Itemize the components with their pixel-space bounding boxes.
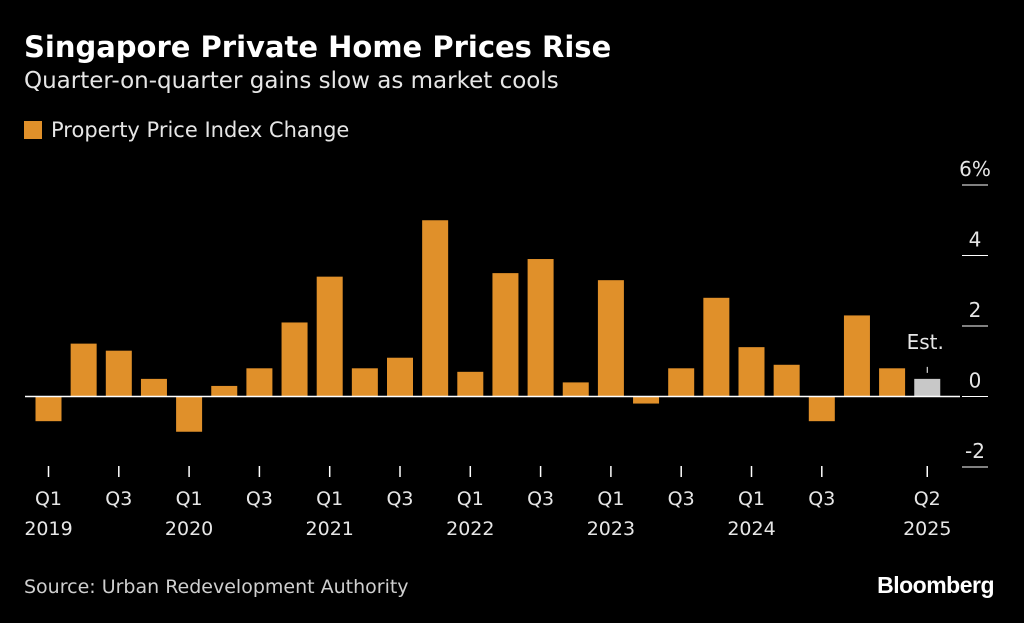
x-tick-label: Q3 [386, 488, 413, 510]
source-note: Source: Urban Redevelopment Authority [24, 576, 409, 598]
x-tick-year-label: 2024 [727, 518, 775, 540]
bloomberg-logo: Bloomberg [877, 572, 994, 598]
bar [140, 378, 167, 397]
bar [668, 368, 695, 397]
bar [843, 315, 870, 397]
chart-title: Singapore Private Home Prices Rise [24, 30, 612, 64]
y-tick-label: 2 [969, 298, 982, 322]
bar [351, 368, 378, 397]
bar [703, 297, 730, 397]
y-tick-label: -2 [965, 439, 985, 463]
x-tick-label: Q2 [914, 488, 941, 510]
x-tick-label: Q1 [738, 488, 765, 510]
x-tick-label: Q3 [246, 488, 273, 510]
x-tick-year-label: 2025 [903, 518, 951, 540]
bar [176, 396, 203, 432]
x-tick-label: Q3 [527, 488, 554, 510]
legend-swatch [24, 121, 42, 139]
x-tick-label: Q1 [35, 488, 62, 510]
bar [773, 364, 800, 397]
x-tick-label: Q3 [105, 488, 132, 510]
x-tick-year-label: 2023 [587, 518, 635, 540]
x-tick-year-label: 2022 [446, 518, 494, 540]
bar [281, 322, 308, 397]
x-tick-label: Q1 [176, 488, 203, 510]
bar [35, 396, 62, 422]
x-tick-label: Q3 [808, 488, 835, 510]
bar [211, 385, 238, 397]
bar [246, 368, 273, 397]
bar [70, 343, 97, 397]
bar [422, 220, 449, 397]
x-tick-year-label: 2020 [165, 518, 213, 540]
bar [387, 357, 413, 397]
bar [562, 382, 589, 397]
bar-estimate [914, 378, 941, 397]
bar [316, 276, 343, 397]
legend: Property Price Index Change [24, 118, 349, 142]
bar [879, 368, 906, 397]
bar [527, 259, 554, 397]
y-tick-label: 0 [969, 369, 982, 393]
bar [633, 396, 660, 404]
y-tick-label: 4 [969, 228, 982, 252]
x-tick-label: Q1 [597, 488, 624, 510]
chart-subtitle: Quarter-on-quarter gains slow as market … [24, 68, 559, 94]
annotation-label: Est. [907, 330, 944, 354]
bar [492, 273, 519, 397]
bar [808, 396, 835, 422]
x-tick-year-label: 2019 [24, 518, 72, 540]
legend-label: Property Price Index Change [51, 118, 350, 142]
x-tick-label: Q1 [457, 488, 484, 510]
bar [105, 350, 132, 397]
bar [457, 371, 484, 397]
x-tick-label: Q3 [668, 488, 695, 510]
y-tick-label: 6% [959, 157, 991, 181]
bar [597, 280, 624, 397]
x-tick-year-label: 2021 [306, 518, 354, 540]
x-tick-label: Q1 [316, 488, 343, 510]
bar [738, 347, 765, 397]
